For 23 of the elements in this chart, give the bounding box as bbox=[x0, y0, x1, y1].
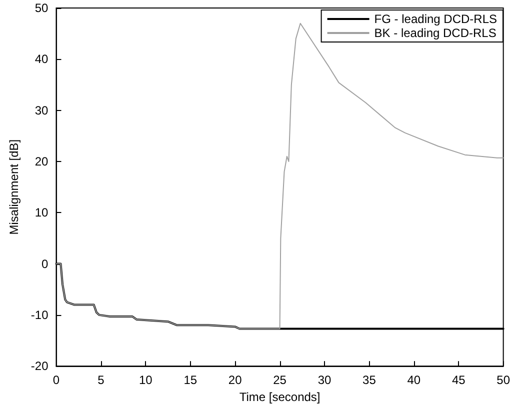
y-tick-label: -10 bbox=[30, 308, 49, 322]
x-tick-label: 35 bbox=[362, 373, 376, 388]
x-tick-label: 15 bbox=[184, 373, 198, 388]
x-tick-label: 25 bbox=[273, 373, 287, 388]
y-tick-label: 40 bbox=[34, 52, 49, 66]
y-tick-label: 0 bbox=[42, 256, 49, 271]
x-tick-label: 45 bbox=[452, 373, 466, 388]
x-tick-label: 5 bbox=[98, 373, 105, 388]
y-tick-label: 50 bbox=[34, 1, 49, 15]
legend-label: FG - leading DCD-RLS bbox=[374, 12, 497, 26]
y-tick-label: 10 bbox=[34, 206, 49, 220]
y-tick-label: 20 bbox=[34, 154, 49, 168]
x-tick-label: 50 bbox=[496, 373, 510, 388]
x-tick-label: 40 bbox=[407, 373, 421, 388]
x-tick-label: 0 bbox=[52, 373, 60, 388]
y-tick-label: 30 bbox=[34, 103, 49, 118]
x-tick-label: 10 bbox=[138, 373, 153, 388]
x-axis-title: Time [seconds] bbox=[239, 390, 320, 404]
legend-label: BK - leading DCD-RLS bbox=[374, 26, 496, 40]
y-axis-title: Misalignment [dB] bbox=[7, 139, 21, 235]
x-tick-label: 20 bbox=[228, 373, 242, 388]
y-tick-label: -20 bbox=[30, 359, 49, 374]
x-tick-label: 30 bbox=[318, 373, 332, 388]
